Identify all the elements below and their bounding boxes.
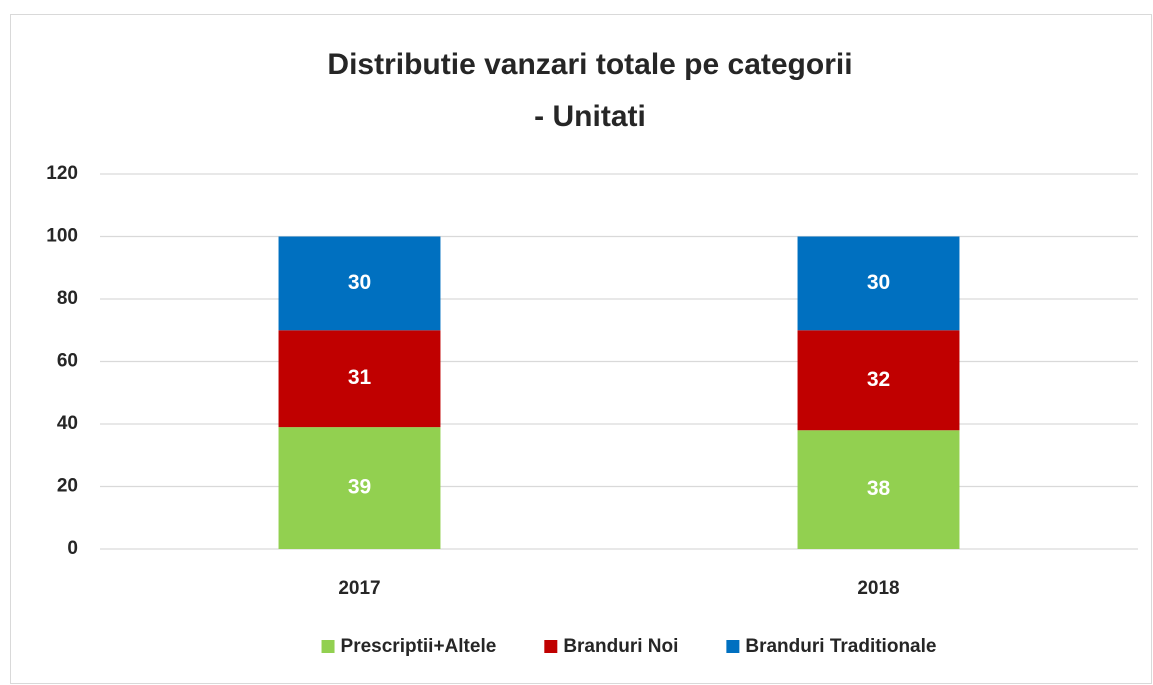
legend-swatch bbox=[544, 640, 558, 653]
data-label: 30 bbox=[348, 271, 371, 294]
chart-title: Distributie vanzari totale pe categorii bbox=[327, 48, 852, 81]
legend-swatch bbox=[726, 640, 740, 653]
bar-segment bbox=[278, 427, 441, 549]
bar-segment bbox=[797, 330, 960, 431]
data-label: 32 bbox=[867, 368, 890, 391]
y-tick-label: 100 bbox=[46, 226, 78, 247]
bar-segment bbox=[278, 330, 441, 428]
legend-swatch bbox=[321, 640, 335, 653]
bar-segment bbox=[797, 430, 960, 549]
y-tick-label: 40 bbox=[57, 413, 78, 434]
y-tick-label: 0 bbox=[67, 538, 78, 559]
data-label: 38 bbox=[867, 477, 891, 500]
y-tick-label: 80 bbox=[57, 288, 78, 309]
data-label: 31 bbox=[348, 366, 372, 389]
x-tick-label: 2018 bbox=[857, 578, 899, 599]
bar-segment bbox=[278, 236, 441, 331]
legend-label: Branduri Traditionale bbox=[745, 636, 936, 657]
legend-label: Prescriptii+Altele bbox=[341, 636, 497, 657]
x-tick-label: 2017 bbox=[338, 578, 380, 599]
y-tick-label: 120 bbox=[46, 163, 78, 184]
chart-border bbox=[10, 14, 1152, 684]
legend-label: Branduri Noi bbox=[563, 636, 678, 657]
chart-title: - Unitati bbox=[534, 100, 646, 133]
y-tick-label: 60 bbox=[57, 351, 78, 372]
data-label: 30 bbox=[867, 271, 890, 294]
data-label: 39 bbox=[348, 476, 371, 499]
y-tick-label: 20 bbox=[57, 476, 78, 497]
bar-segment bbox=[797, 236, 960, 331]
